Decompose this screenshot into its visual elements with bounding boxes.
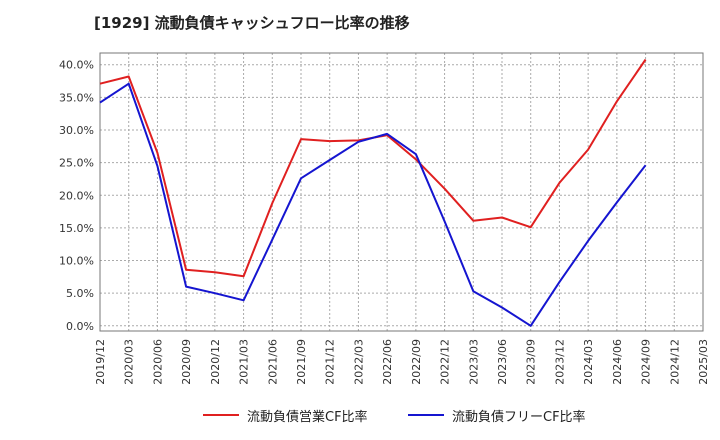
x-tick-label: 2024/09 [640,339,653,385]
y-tick-label: 10.0% [59,255,94,268]
x-tick-label: 2021/06 [266,339,279,385]
x-tick-label: 2023/09 [525,339,538,385]
x-tick-label: 2020/03 [123,339,136,385]
plot-area-frame [99,52,704,332]
y-axis-tick-labels: 0.0% 5.0% 10.0% 15.0% 20.0% 25.0% 30.0% 35.0% 40… [59,59,94,333]
gridlines [100,53,703,331]
x-tick-label: 2023/12 [553,339,566,385]
x-tick-label: 2020/12 [209,339,222,385]
legend-label-free-cf: 流動負債フリーCF比率 [452,409,586,425]
x-tick-label: 2019/12 [94,339,107,385]
x-tick-label: 2021/09 [295,339,308,385]
legend-swatch-free-cf [408,414,444,416]
legend-item-operating-cf: 流動負債営業CF比率 [203,403,368,427]
x-tick-label: 2025/03 [697,339,710,385]
legend-label-operating-cf: 流動負債営業CF比率 [247,409,368,425]
y-tick-label: 0.0% [66,320,94,333]
y-tick-label: 25.0% [59,157,94,170]
x-tick-label: 2022/12 [439,339,452,385]
legend-swatch-operating-cf [203,414,239,416]
x-tick-label: 2021/12 [324,339,337,385]
x-axis-tick-labels: 2019/12 2020/03 2020/06 2020/09 2020/12 2021/… [94,339,710,385]
x-tick-label: 2022/06 [381,339,394,385]
x-tick-label: 2022/03 [352,339,365,385]
x-tick-label: 2021/03 [238,339,251,385]
x-tick-label: 2020/06 [151,339,164,385]
series-lines [99,58,647,327]
x-tick-label: 2023/03 [467,339,480,385]
x-tick-label: 2023/06 [496,339,509,385]
x-tick-label: 2020/09 [180,339,193,385]
x-tick-label: 2022/09 [410,339,423,385]
x-tick-label: 2024/06 [611,339,624,385]
series-line-1 [99,82,647,327]
x-tick-label: 2024/03 [582,339,595,385]
chart-title: [1929] 流動負債キャッシュフロー比率の推移 [94,14,410,32]
legend-item-free-cf: 流動負債フリーCF比率 [408,403,586,427]
y-tick-label: 5.0% [66,287,94,300]
y-tick-label: 15.0% [59,222,94,235]
y-tick-label: 35.0% [59,91,94,104]
y-tick-label: 30.0% [59,124,94,137]
y-tick-label: 20.0% [59,189,94,202]
x-tick-label: 2024/12 [668,339,681,385]
series-line-0 [99,58,647,278]
y-tick-label: 40.0% [59,59,94,72]
legend: 流動負債営業CF比率 流動負債フリーCF比率 [0,403,720,427]
